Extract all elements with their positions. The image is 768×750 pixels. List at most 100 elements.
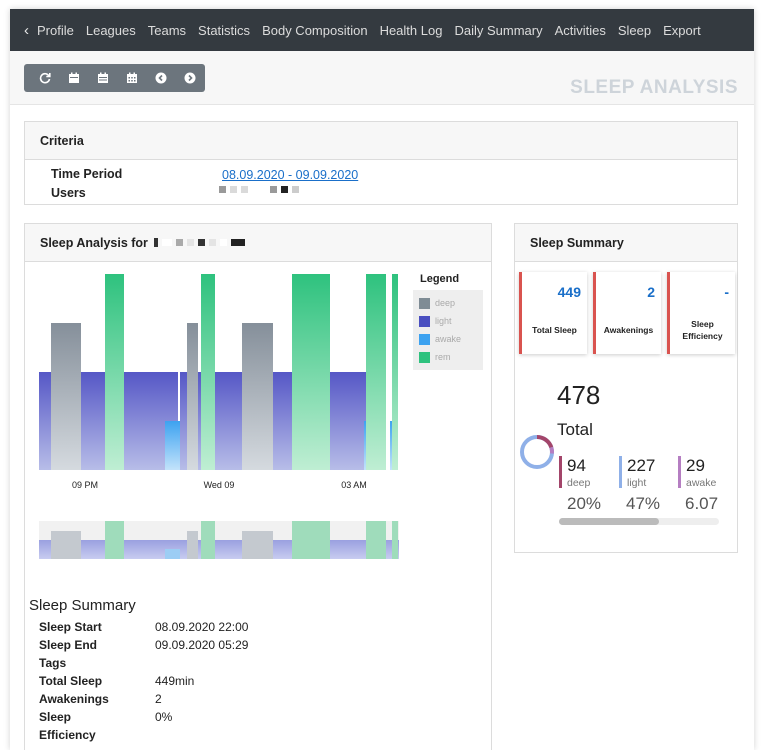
next-button[interactable] <box>175 64 204 92</box>
navigator-rem <box>392 521 398 559</box>
calendar-day-icon <box>68 72 79 83</box>
refresh-button[interactable] <box>30 64 59 92</box>
users-label: Users <box>51 186 86 200</box>
legend-swatch <box>419 333 430 345</box>
navigator-rem <box>105 521 124 559</box>
stat-label: Total Sleep <box>532 325 577 335</box>
total-value: 478 <box>557 380 601 410</box>
summary-row: Efficiency <box>39 728 248 746</box>
legend-label: rem <box>435 352 451 362</box>
summary-label: Tags <box>39 656 67 670</box>
legend-label: light <box>435 316 452 326</box>
month-button[interactable] <box>117 64 146 92</box>
sleep-summary-title: Sleep Summary <box>29 597 136 614</box>
refresh-icon <box>39 72 51 84</box>
previous-button[interactable] <box>146 64 175 92</box>
sleep-analysis-title: Sleep Analysis for <box>40 235 148 250</box>
sleep-summary-card: Sleep Summary 449 Total Sleep 2 Awakenin… <box>514 223 738 553</box>
nav-item-health-log[interactable]: Health Log <box>379 22 443 38</box>
summary-label: Sleep End <box>39 638 98 652</box>
user-redacted <box>153 238 245 247</box>
x-tick-label: 09 PM <box>72 480 98 490</box>
stat-label: Sleep Efficiency <box>682 319 723 341</box>
legend-item-light[interactable]: light <box>419 312 477 330</box>
segment-value: 94 <box>567 456 586 475</box>
summary-row: Awakenings 2 <box>39 692 248 710</box>
stat-sleep-efficiency: - Sleep Efficiency <box>667 272 735 354</box>
navigator-deep <box>242 531 273 559</box>
summary-label: Awakenings <box>39 692 109 706</box>
calendar-month-icon <box>126 72 137 83</box>
day-button[interactable] <box>59 64 88 92</box>
nav-item-daily-summary[interactable]: Daily Summary <box>454 22 543 38</box>
deep-segment <box>242 323 273 470</box>
segment-percent: 6.07 <box>685 494 719 513</box>
stat-value: - <box>724 284 729 300</box>
legend-item-deep[interactable]: deep <box>419 294 477 312</box>
summary-row: Sleep 0% <box>39 710 248 728</box>
toolbar-area: SLEEP ANALYSIS <box>10 51 754 105</box>
segment-marker <box>678 456 681 488</box>
stat-label: Awakenings <box>603 325 654 335</box>
nav-item-leagues[interactable]: Leagues <box>85 22 136 38</box>
summary-value: 08.09.2020 22:00 <box>155 620 249 634</box>
chevron-right-icon <box>184 72 195 84</box>
nav-item-body-composition[interactable]: Body Composition <box>262 22 368 38</box>
sleep-donut-chart <box>520 434 555 469</box>
users-redacted <box>219 186 299 193</box>
summary-row: Total Sleep 449min <box>39 674 248 692</box>
navigator-rem <box>292 521 330 559</box>
summary-row: Tags <box>39 656 248 674</box>
legend-swatch <box>419 315 430 327</box>
sleep-summary-header: Sleep Summary <box>515 224 737 262</box>
back-chevron-icon[interactable]: ‹ <box>24 21 29 39</box>
scrollbar-thumb[interactable] <box>559 518 659 525</box>
horizontal-scrollbar[interactable] <box>559 518 719 525</box>
total-label: Total <box>557 420 593 439</box>
nav-item-sleep[interactable]: Sleep <box>617 22 652 38</box>
week-button[interactable] <box>88 64 117 92</box>
segment-marker <box>619 456 622 488</box>
x-tick-label: Wed 09 <box>204 480 235 490</box>
segment-name: light <box>627 477 647 489</box>
nav-item-profile[interactable]: Profile <box>37 22 74 38</box>
navigator-deep <box>51 531 81 559</box>
legend-label: deep <box>435 298 456 308</box>
nav-item-activities[interactable]: Activities <box>554 22 606 38</box>
summary-value: 09.09.2020 05:29 <box>155 638 249 652</box>
legend-swatch <box>419 297 430 309</box>
app-window: ‹ Profile Leagues Teams Statistics Body … <box>10 9 754 750</box>
summary-label: Sleep Start <box>39 620 102 634</box>
rem-segment <box>366 274 386 470</box>
stat-awakenings: 2 Awakenings <box>593 272 661 354</box>
nav-item-teams[interactable]: Teams <box>147 22 187 38</box>
segment-percent: 47% <box>626 494 661 513</box>
sleep-summary-table: Sleep Start 08.09.2020 22:00 Sleep End 09.… <box>39 620 248 746</box>
segment-percent: 20% <box>567 494 602 513</box>
sleep-analysis-header: Sleep Analysis for <box>25 224 491 262</box>
hypnogram-svg: 09 PM Wed 09 03 AM <box>39 274 399 559</box>
chart-legend: Legend deep light awake rem <box>413 273 483 370</box>
rem-segment <box>392 274 398 470</box>
time-period-label: Time Period <box>51 167 123 181</box>
page-title: SLEEP ANALYSIS <box>570 77 738 98</box>
segment-marker <box>559 456 562 488</box>
nav-item-statistics[interactable]: Statistics <box>198 22 251 38</box>
segment-name: deep <box>567 477 591 489</box>
summary-value: 0% <box>155 710 173 724</box>
legend-box: deep light awake rem <box>413 290 483 370</box>
chevron-left-icon <box>155 72 166 84</box>
calendar-week-icon <box>97 72 108 83</box>
segment-value: 29 <box>686 456 705 475</box>
stat-value: 449 <box>557 284 581 300</box>
summary-label: Total Sleep <box>39 674 103 688</box>
deep-segment <box>51 323 81 470</box>
legend-item-rem[interactable]: rem <box>419 348 477 366</box>
donut-deep-arc <box>536 434 554 449</box>
deep-segment <box>187 323 198 470</box>
nav-item-export[interactable]: Export <box>663 22 701 38</box>
sleep-analysis-card: Sleep Analysis for <box>24 223 492 750</box>
legend-item-awake[interactable]: awake <box>419 330 477 348</box>
time-period-link[interactable]: 08.09.2020 - 09.09.2020 <box>222 168 359 182</box>
navigator-rem <box>201 521 215 559</box>
